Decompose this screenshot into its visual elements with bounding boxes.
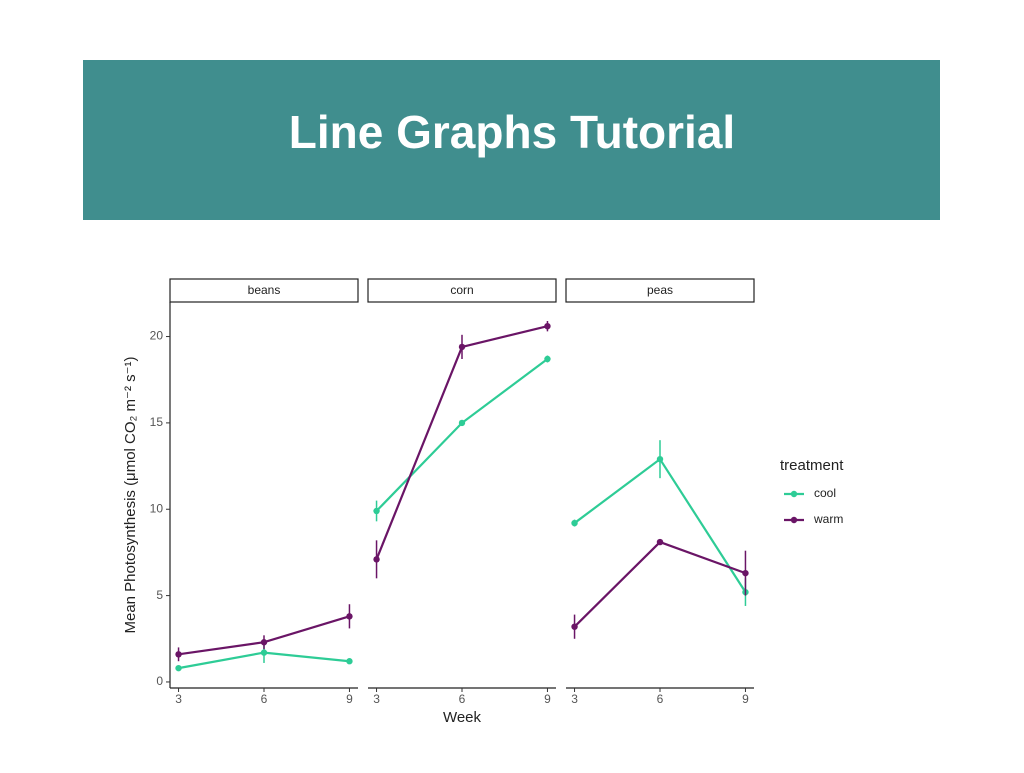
x-tick-label: 6	[459, 692, 466, 706]
x-tick-label: 9	[346, 692, 353, 706]
data-point	[656, 538, 664, 546]
data-point	[742, 569, 749, 577]
facet-strip	[367, 278, 557, 303]
x-tick-label: 3	[175, 692, 182, 706]
facet-label: peas	[647, 283, 673, 297]
y-tick-label: 0	[156, 674, 163, 688]
facet-label: beans	[248, 283, 281, 297]
x-tick-label: 3	[571, 692, 578, 706]
data-point	[571, 519, 578, 527]
legend-label: warm	[813, 512, 843, 526]
data-point	[544, 322, 551, 330]
x-tick-label: 6	[261, 692, 268, 706]
facet-label: corn	[450, 283, 473, 297]
slide-title: Line Graphs Tutorial	[289, 106, 735, 158]
facet-strip	[169, 278, 359, 303]
legend-title: treatment	[780, 457, 844, 474]
series-line	[573, 540, 746, 628]
y-axis-label: Mean Photosynthesis (μmol CO₂ m⁻² s⁻¹)	[122, 356, 139, 633]
series-line	[375, 325, 548, 560]
x-tick-label: 6	[657, 692, 664, 706]
data-point	[458, 343, 466, 351]
x-tick-label: 3	[373, 692, 380, 706]
x-axis-label: Week	[443, 709, 482, 726]
x-tick-label: 9	[742, 692, 749, 706]
data-point	[373, 556, 380, 563]
data-point	[346, 613, 353, 620]
data-point	[544, 355, 551, 363]
y-tick-label: 20	[150, 329, 164, 343]
data-point	[260, 639, 268, 646]
data-point	[373, 507, 380, 515]
data-point	[175, 664, 182, 672]
data-point	[458, 419, 466, 427]
data-point	[571, 623, 578, 630]
y-tick-label: 5	[156, 588, 163, 602]
series-line	[375, 358, 549, 512]
data-point	[346, 658, 353, 665]
facet-strip	[565, 278, 755, 303]
y-tick-label: 10	[150, 501, 164, 515]
y-tick-label: 15	[150, 415, 164, 429]
x-tick-label: 9	[544, 692, 551, 706]
legend-key-point	[790, 516, 798, 524]
header-band	[83, 60, 940, 220]
data-point	[175, 651, 182, 658]
data-point	[260, 649, 268, 656]
legend-key-point	[790, 490, 798, 498]
data-point	[656, 455, 664, 463]
series-line	[573, 457, 747, 593]
legend-label: cool	[814, 486, 836, 500]
